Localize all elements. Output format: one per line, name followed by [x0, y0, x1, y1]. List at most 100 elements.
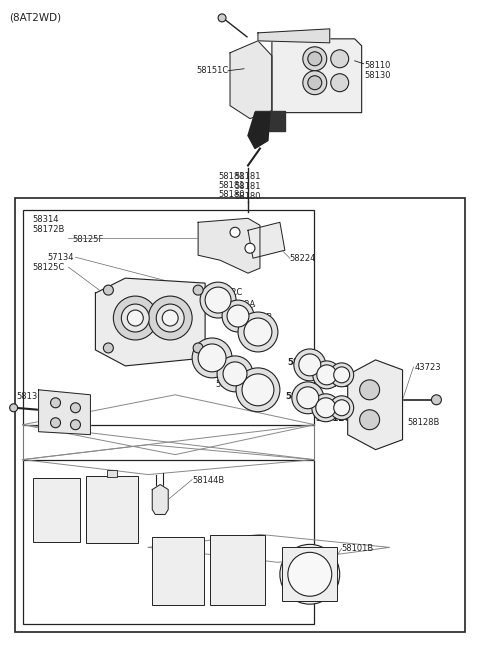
Text: 58125C: 58125C [33, 263, 65, 272]
Bar [23, 460, 314, 624]
Circle shape [121, 304, 149, 332]
Circle shape [334, 367, 350, 383]
Polygon shape [96, 278, 205, 366]
Circle shape [71, 420, 81, 430]
Text: (8AT2WD): (8AT2WD) [9, 13, 61, 23]
Circle shape [308, 52, 322, 66]
Circle shape [297, 387, 319, 409]
Circle shape [156, 304, 184, 332]
Bar [210, 535, 265, 605]
Circle shape [316, 398, 336, 418]
Circle shape [148, 296, 192, 340]
Circle shape [280, 544, 340, 604]
Circle shape [331, 74, 348, 92]
Text: 58113A: 58113A [223, 300, 255, 309]
Circle shape [193, 285, 203, 295]
Text: 58112C: 58112C [195, 356, 228, 365]
Polygon shape [348, 360, 403, 449]
Circle shape [245, 243, 255, 253]
Circle shape [294, 349, 326, 381]
Circle shape [230, 227, 240, 237]
Bar [86, 476, 138, 544]
Text: 58314: 58314 [33, 215, 59, 224]
Bar [33, 477, 81, 542]
Text: 57134: 57134 [48, 253, 74, 262]
Bar [15, 198, 465, 632]
Text: 58110: 58110 [365, 61, 391, 70]
Circle shape [103, 343, 113, 353]
Circle shape [334, 400, 350, 416]
Circle shape [10, 403, 18, 412]
Text: 58144B: 58144B [192, 476, 224, 485]
Text: 58128B: 58128B [408, 418, 440, 427]
Text: 58172B: 58172B [33, 225, 65, 234]
Circle shape [223, 362, 247, 386]
Text: 58114B: 58114B [287, 358, 323, 367]
Text: 58112C: 58112C [210, 288, 242, 297]
Circle shape [313, 361, 341, 389]
Circle shape [303, 71, 327, 95]
Circle shape [162, 310, 178, 326]
Polygon shape [272, 39, 361, 113]
Text: 58114B: 58114B [240, 313, 272, 322]
Text: 58113A: 58113A [200, 368, 232, 377]
Circle shape [360, 410, 380, 430]
Circle shape [200, 282, 236, 318]
Circle shape [192, 338, 232, 378]
Circle shape [71, 403, 81, 413]
Circle shape [50, 398, 60, 408]
Circle shape [432, 395, 442, 405]
Text: 58113A: 58113A [304, 370, 339, 379]
Circle shape [205, 287, 231, 313]
Text: 43723: 43723 [415, 363, 441, 372]
Text: 58180: 58180 [235, 193, 261, 201]
Circle shape [222, 300, 254, 332]
Circle shape [331, 50, 348, 67]
Text: 58114B: 58114B [285, 392, 321, 401]
Text: 58151C: 58151C [196, 66, 228, 75]
Circle shape [330, 396, 354, 420]
Text: 58101B: 58101B [342, 544, 374, 553]
Text: 58181: 58181 [219, 181, 245, 191]
Bar [23, 210, 314, 424]
Circle shape [308, 76, 322, 90]
Circle shape [193, 343, 203, 353]
Text: 58180: 58180 [219, 191, 245, 199]
Circle shape [127, 310, 144, 326]
Polygon shape [38, 390, 90, 435]
Circle shape [198, 344, 226, 372]
Circle shape [303, 47, 327, 71]
Circle shape [312, 394, 340, 422]
Circle shape [360, 380, 380, 400]
Circle shape [299, 354, 321, 376]
Circle shape [217, 356, 253, 392]
Circle shape [288, 552, 332, 596]
Polygon shape [198, 218, 260, 273]
Text: 58114B: 58114B [215, 380, 247, 389]
Text: 58181: 58181 [235, 172, 261, 181]
Text: 58136: 58136 [17, 392, 43, 401]
Circle shape [244, 318, 272, 346]
Circle shape [317, 365, 336, 385]
Text: 58112C: 58112C [320, 380, 355, 389]
Circle shape [242, 374, 274, 406]
Circle shape [227, 305, 249, 327]
Text: 58125F: 58125F [72, 235, 104, 244]
Circle shape [238, 312, 278, 352]
Polygon shape [258, 29, 330, 43]
Polygon shape [248, 222, 285, 258]
Polygon shape [248, 113, 270, 149]
Polygon shape [152, 485, 168, 514]
Bar [152, 537, 204, 605]
Circle shape [218, 14, 226, 22]
Text: 58224: 58224 [290, 254, 316, 263]
Text: 58181: 58181 [235, 183, 261, 191]
Circle shape [113, 296, 157, 340]
Circle shape [292, 382, 324, 414]
Circle shape [103, 285, 113, 295]
Text: 58113A: 58113A [300, 403, 336, 412]
Circle shape [330, 363, 354, 387]
Circle shape [236, 368, 280, 412]
Text: 58130: 58130 [365, 71, 391, 80]
Circle shape [50, 418, 60, 428]
